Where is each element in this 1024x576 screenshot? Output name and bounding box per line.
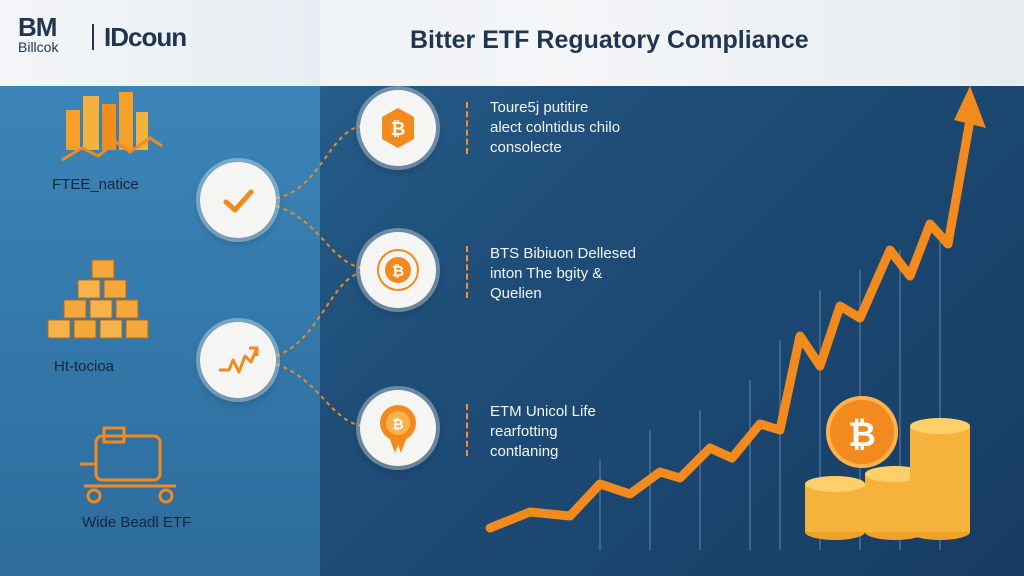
- brand-sub: Billcok: [18, 39, 59, 55]
- buildings-chart-icon: [61, 92, 163, 162]
- bullet-1-line-1: Toure5j putitire: [490, 99, 589, 116]
- svg-text:₿: ₿: [848, 416, 876, 454]
- bullet-3-line-2: rearfotting: [490, 423, 558, 440]
- bitcoin-seal-icon: ₿: [377, 249, 419, 291]
- trend-arrow-icon: [219, 346, 259, 374]
- brand-alt: IDcoun: [104, 22, 187, 52]
- svg-text:₿: ₿: [392, 263, 404, 280]
- bitcoin-circle-1: ₿: [360, 90, 436, 166]
- rising-graph-illustration: ₿: [485, 86, 986, 550]
- bullet-1-line-3: consolecte: [490, 139, 562, 156]
- brand-logo: BM Billcok: [18, 14, 58, 54]
- coin-stacks: [805, 418, 970, 540]
- machine-icon: [80, 426, 176, 504]
- text-marker-2: [466, 246, 468, 298]
- bullet-1-line-2: alect colntidus chilo: [490, 119, 621, 136]
- bullet-2-line-2: inton The bgity &: [490, 265, 603, 282]
- svg-text:₿: ₿: [392, 416, 403, 432]
- bullet-3-line-1: ETM Unicol Life: [490, 403, 596, 420]
- brand-divider: [92, 24, 94, 50]
- bitcoin-badge-icon: ₿: [380, 405, 416, 453]
- left-panel: [0, 0, 320, 576]
- text-marker-3: [466, 404, 468, 456]
- bitcoin-circle-2: ₿: [360, 232, 436, 308]
- svg-text:₿: ₿: [391, 119, 406, 139]
- page-title: Bitter ETF Reguatory Compliance: [410, 26, 809, 54]
- bullet-2-line-3: Quelien: [490, 285, 542, 302]
- checkmark-circle: [200, 162, 276, 238]
- checkmark-icon: [223, 189, 254, 213]
- bullet-text-2: BTS Bibiuon Dellesed inton The bgity & Q…: [490, 244, 636, 304]
- bitcoin-icon: ₿: [382, 108, 414, 148]
- bullet-text-1: Toure5j putitire alect colntidus chilo c…: [490, 98, 620, 158]
- brand-main: BM: [18, 12, 57, 42]
- trend-circle: [200, 322, 276, 398]
- bitcoin-circle-3: ₿: [360, 390, 436, 466]
- stacked-boxes-icon: [47, 259, 149, 339]
- left-header: [0, 0, 320, 86]
- left-label-2: Ht-tocioa: [54, 358, 115, 375]
- bullet-3-line-3: contlaning: [490, 443, 559, 460]
- left-label-3: Wide Beadl ETF: [82, 514, 192, 531]
- left-label-1: FTEE_natice: [52, 176, 139, 193]
- bullet-2-line-1: BTS Bibiuon Dellesed: [490, 245, 636, 262]
- bullet-text-3: ETM Unicol Life rearfotting contlaning: [490, 402, 596, 462]
- text-marker-1: [466, 102, 468, 154]
